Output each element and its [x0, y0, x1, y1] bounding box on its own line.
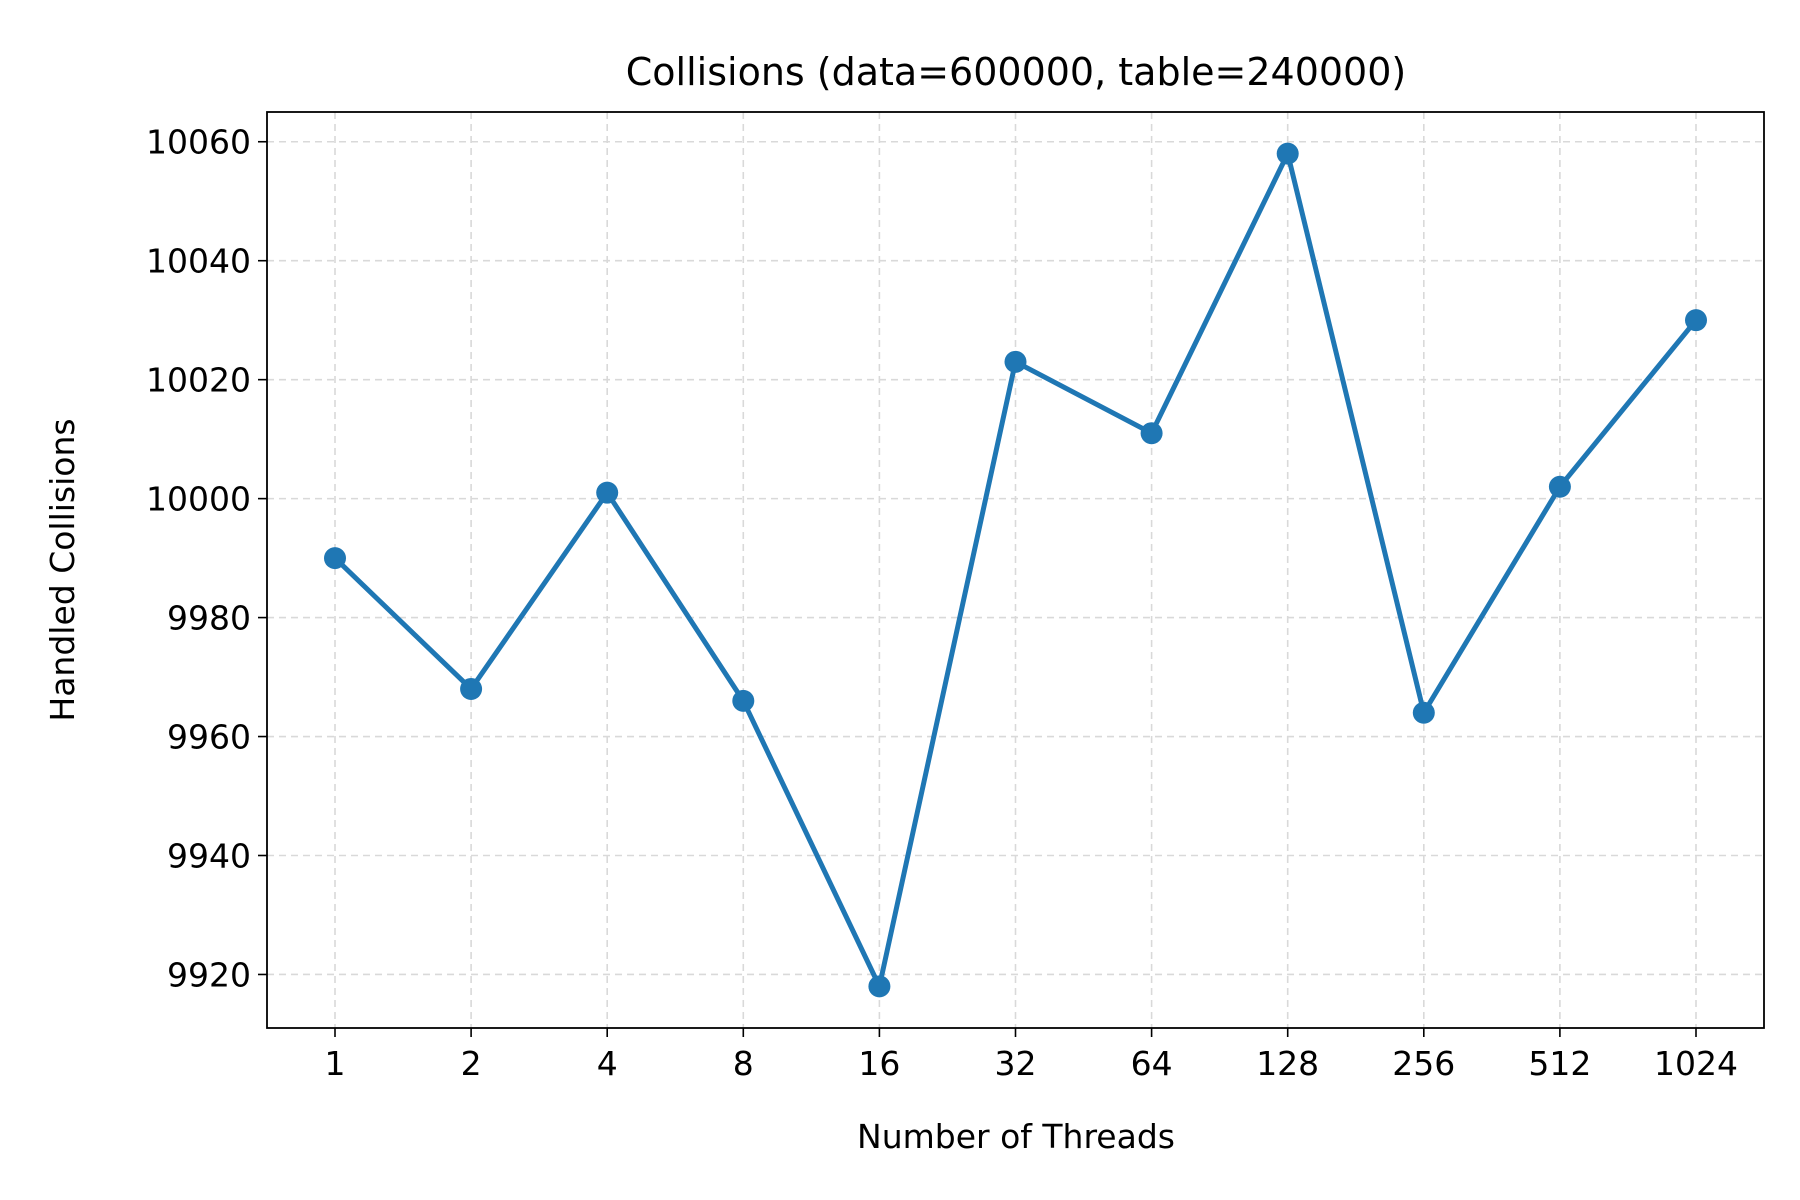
x-tick-label: 16 — [858, 1044, 900, 1083]
data-point — [460, 677, 483, 700]
x-tick-label: 64 — [1131, 1044, 1173, 1083]
x-tick-label: 256 — [1392, 1044, 1455, 1083]
y-tick-label: 9940 — [167, 837, 251, 876]
series-layer — [324, 142, 1707, 998]
y-tick-label: 9980 — [167, 599, 251, 638]
y-tick-label: 10000 — [146, 480, 251, 519]
ticks: 1 2 4 8 16 32 64 128 256 512 1024 9920 9940 9960 9980 1… — [146, 123, 1738, 1083]
y-axis-label: Handled Collisions — [43, 418, 82, 721]
x-tick-label: 1024 — [1654, 1044, 1738, 1083]
y-tick-label: 9960 — [167, 718, 251, 757]
data-point — [596, 481, 619, 504]
x-tick-label: 8 — [733, 1044, 754, 1083]
x-tick-label: 32 — [995, 1044, 1037, 1083]
x-tick-label: 4 — [597, 1044, 618, 1083]
data-point — [1004, 350, 1027, 373]
data-point — [1276, 142, 1299, 165]
y-tick-label: 10040 — [146, 242, 251, 281]
y-tick-label: 9920 — [167, 955, 251, 994]
data-point — [732, 689, 755, 712]
data-point — [1140, 422, 1163, 445]
x-axis-label: Number of Threads — [857, 1117, 1175, 1156]
data-point — [1548, 475, 1571, 498]
data-point — [324, 547, 346, 570]
data-point — [868, 975, 891, 998]
data-point — [1412, 701, 1435, 724]
x-tick-label: 2 — [461, 1044, 482, 1083]
x-tick-label: 512 — [1528, 1044, 1591, 1083]
x-tick-label: 1 — [325, 1044, 346, 1083]
chart-title: Collisions (data=600000, table=240000) — [626, 50, 1406, 94]
y-tick-label: 10020 — [146, 361, 251, 400]
grid — [267, 112, 1764, 1028]
x-tick-label: 128 — [1256, 1044, 1319, 1083]
data-point — [1685, 309, 1707, 332]
y-tick-label: 10060 — [146, 123, 251, 162]
